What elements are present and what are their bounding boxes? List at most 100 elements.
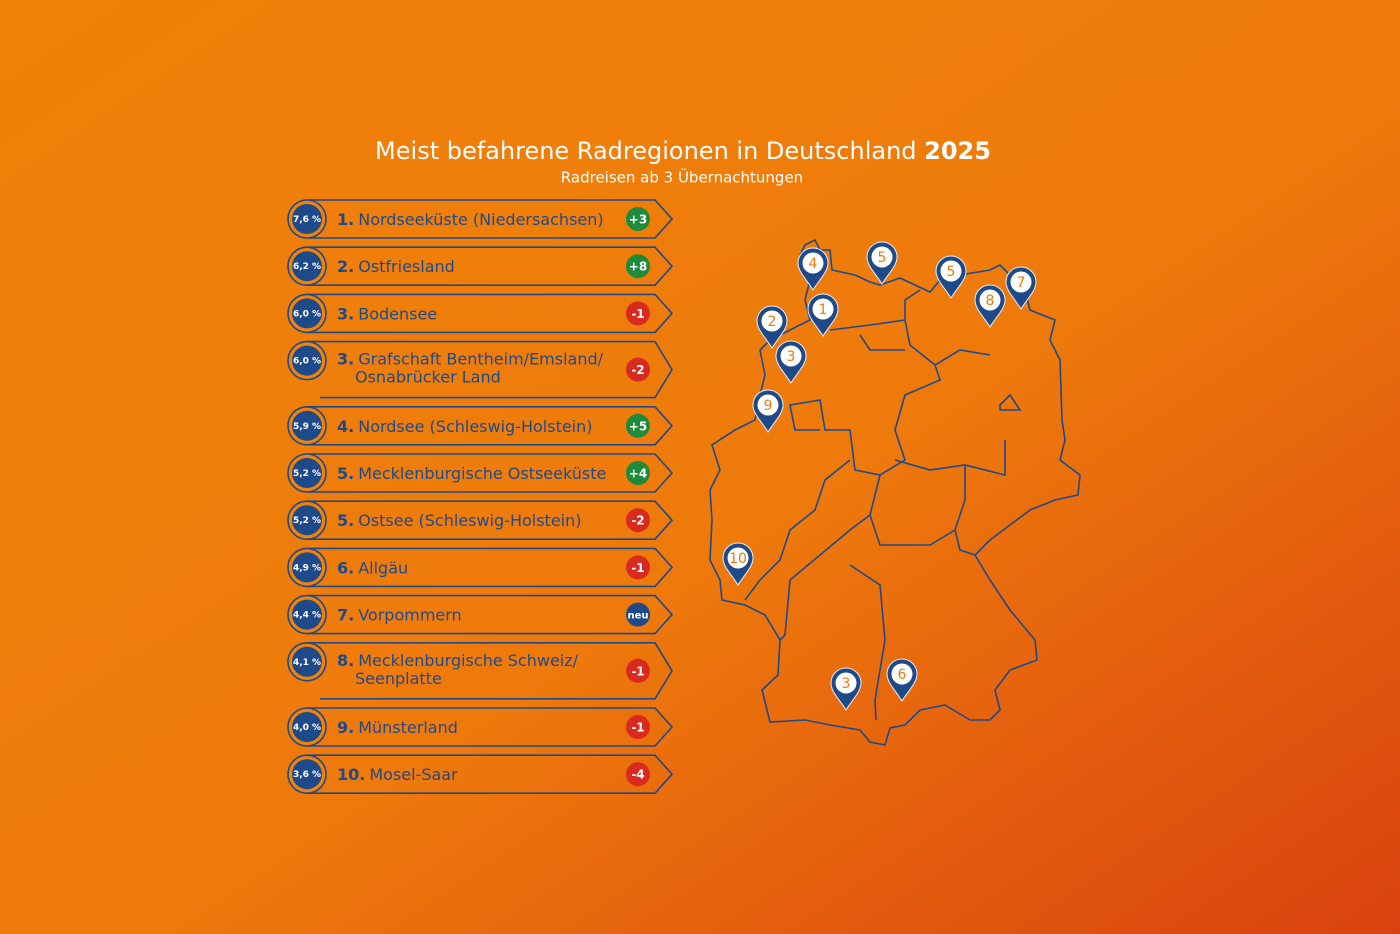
- row-frame: [307, 547, 674, 588]
- share-label: 5,2 %: [293, 516, 321, 526]
- name-line: Ostfriesland: [358, 257, 455, 276]
- name-line: Mecklenburgische Ostseeküste: [358, 464, 606, 483]
- share-badge: [292, 599, 322, 630]
- rank: 10.: [337, 765, 365, 784]
- pin-center: [727, 547, 749, 569]
- region-name: 10. Mosel-Saar: [337, 765, 458, 784]
- map-pin: 10: [722, 542, 754, 586]
- pin-label: 7: [1017, 275, 1026, 291]
- region-name: 5. Ostsee (Schleswig-Holstein): [337, 511, 582, 530]
- pin-center: [979, 289, 1001, 311]
- change-label: neu: [627, 611, 648, 622]
- rank: 3.: [337, 304, 354, 323]
- share-badge: [292, 458, 322, 488]
- row-frame: [307, 246, 674, 286]
- pin-center: [871, 246, 893, 268]
- map-pins: 4 5 5 7 8 1 2 3 9 10 3 6: [722, 241, 1037, 711]
- pin-label: 2: [768, 314, 777, 330]
- region-name: 3. Grafschaft Bentheim/Emsland/Osnabrücke…: [337, 349, 604, 386]
- region-name: 9. Münsterland: [337, 718, 458, 737]
- pin-center: [780, 345, 802, 367]
- region-name: 2. Ostfriesland: [337, 257, 455, 276]
- ranking-row: 6,2 % 2. Ostfriesland +8: [287, 246, 674, 287]
- rank: 1.: [337, 210, 354, 229]
- pin-label: 5: [878, 250, 887, 266]
- change-label: -1: [631, 561, 644, 575]
- name-line: Bodensee: [358, 304, 437, 323]
- change-label: +8: [629, 260, 647, 274]
- germany-map: [709, 238, 1081, 746]
- pin-label: 4: [809, 256, 818, 272]
- pin-label: 9: [764, 398, 773, 414]
- map-pin: 1: [807, 293, 839, 337]
- title-year: 2025: [924, 137, 991, 165]
- pin-center: [812, 298, 834, 320]
- title: Meist befahrene Radregionen in Deutschla…: [375, 137, 991, 165]
- share-label: 7,6 %: [293, 215, 321, 225]
- region-name: 5. Mecklenburgische Ostseeküste: [337, 464, 606, 483]
- change-badge: [626, 357, 650, 382]
- ranking-row: 5,2 % 5. Mecklenburgische Ostseeküste +4: [287, 453, 674, 493]
- ranking-row: 4,9 % 6. Allgäu -1: [287, 547, 674, 588]
- change-badge: [626, 301, 650, 326]
- change-label: -1: [631, 664, 644, 678]
- change-badge: [626, 413, 650, 438]
- map-pin: 5: [866, 241, 898, 285]
- row-frame: [307, 500, 674, 540]
- region-name: 6. Allgäu: [337, 558, 408, 577]
- rank: 6.: [337, 558, 354, 577]
- ranking-row: 4,4 % 7. Vorpommern neu: [287, 594, 674, 635]
- map-pin: 5: [935, 255, 967, 299]
- change-badge: [626, 602, 650, 627]
- share-badge: [292, 298, 322, 329]
- share-label: 6,0 %: [293, 309, 321, 319]
- map-pin: 8: [974, 284, 1006, 328]
- share-label: 4,1 %: [293, 658, 321, 668]
- share-label: 4,0 %: [293, 723, 321, 733]
- change-label: +5: [629, 419, 647, 433]
- title-text: Meist befahrene Radregionen in Deutschla…: [375, 137, 916, 165]
- change-label: -1: [631, 721, 644, 735]
- name-line: Vorpommern: [358, 605, 461, 624]
- ranking-row: 5,9 % 4. Nordsee (Schleswig-Holstein) +5: [287, 405, 674, 446]
- rank: 3.: [337, 349, 354, 368]
- region-name: 7. Vorpommern: [337, 605, 462, 624]
- change-badge: [626, 555, 650, 580]
- change-badge: [626, 207, 650, 231]
- ranking-row: 6,0 % 3. Grafschaft Bentheim/Emsland/Osnab…: [287, 340, 673, 399]
- pin-label: 6: [898, 667, 907, 683]
- rank: 9.: [337, 718, 354, 737]
- map-pin: 6: [886, 658, 918, 702]
- share-badge: [292, 646, 322, 677]
- pin-center: [891, 663, 913, 685]
- rank: 4.: [337, 416, 354, 435]
- state-borders: [744, 289, 1022, 721]
- share-badge: [292, 759, 322, 790]
- ranking-row: 3,6 % 10. Mosel-Saar -4: [287, 754, 674, 795]
- pin-center: [802, 252, 824, 274]
- map-pin: 7: [1005, 266, 1037, 310]
- name-line: Nordsee (Schleswig-Holstein): [358, 416, 592, 435]
- share-label: 4,9 %: [293, 563, 321, 573]
- subtitle: Radreisen ab 3 Übernachtungen: [561, 168, 803, 187]
- pin-center: [835, 672, 857, 694]
- ranking-list: 7,6 % 1. Nordseeküste (Niedersachsen) +3 6,2…: [287, 199, 674, 795]
- row-frame: [307, 199, 674, 239]
- ranking-row: 7,6 % 1. Nordseeküste (Niedersachsen) +3: [287, 199, 674, 239]
- region-name: 3. Bodensee: [337, 304, 437, 323]
- map-outline: [709, 238, 1081, 746]
- rank: 7.: [337, 605, 354, 624]
- map-pin: 4: [797, 247, 829, 291]
- share-badge: [292, 712, 322, 742]
- pin-label: 3: [787, 349, 796, 365]
- change-label: -2: [631, 514, 644, 528]
- row-frame: [307, 293, 674, 334]
- share-badge: [292, 505, 322, 536]
- pin-label: 8: [986, 293, 995, 309]
- pin-center: [761, 310, 783, 332]
- row-frame: [307, 754, 674, 794]
- share-label: 3,6 %: [293, 770, 321, 780]
- share-badge: [292, 251, 322, 282]
